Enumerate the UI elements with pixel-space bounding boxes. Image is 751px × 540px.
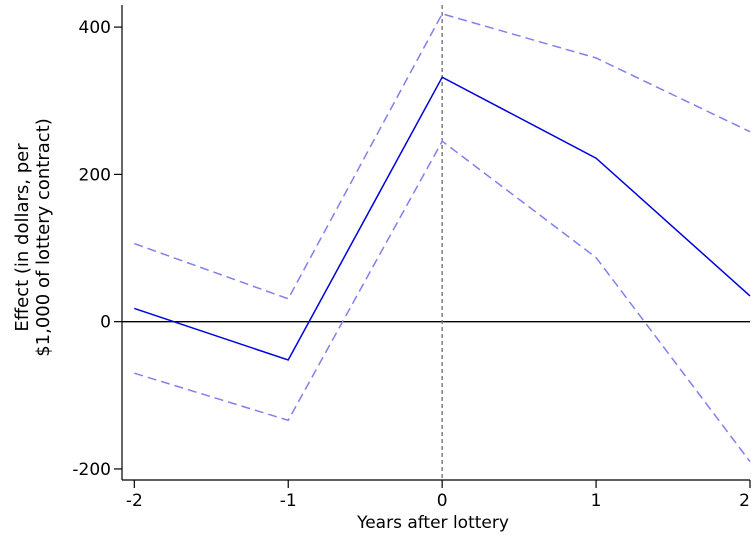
x-tick-label: 2 [739,491,750,511]
y-tick-label: 400 [79,18,111,38]
y-tick-label: -200 [72,460,111,480]
estimate-line [134,76,751,361]
y-tick-label: 200 [79,165,111,185]
x-tick-label: 1 [591,491,602,511]
y-axis-title-line-1: Effect (in dollars, per [12,143,33,332]
series-lines [134,12,751,463]
x-axis-title: Years after lottery [356,513,509,533]
y-axis-title-line-2: $1,000 of lottery contract) [33,118,54,357]
x-tick-label: -1 [280,491,297,511]
x-ticks: -2 -1 0 1 2 [126,480,751,511]
lower-ci-line [134,140,751,463]
upper-ci-line [134,12,751,300]
axes: -200 0 200 400 -2 -1 0 1 2 [72,5,751,511]
y-ticks: -200 0 200 400 [72,18,122,480]
x-tick-label: 0 [437,491,448,511]
y-tick-label: 0 [100,313,111,333]
x-tick-label: -2 [126,491,143,511]
reference-lines [122,5,750,480]
y-axis-title: Effect (in dollars, per $1,000 of lotter… [12,118,54,357]
